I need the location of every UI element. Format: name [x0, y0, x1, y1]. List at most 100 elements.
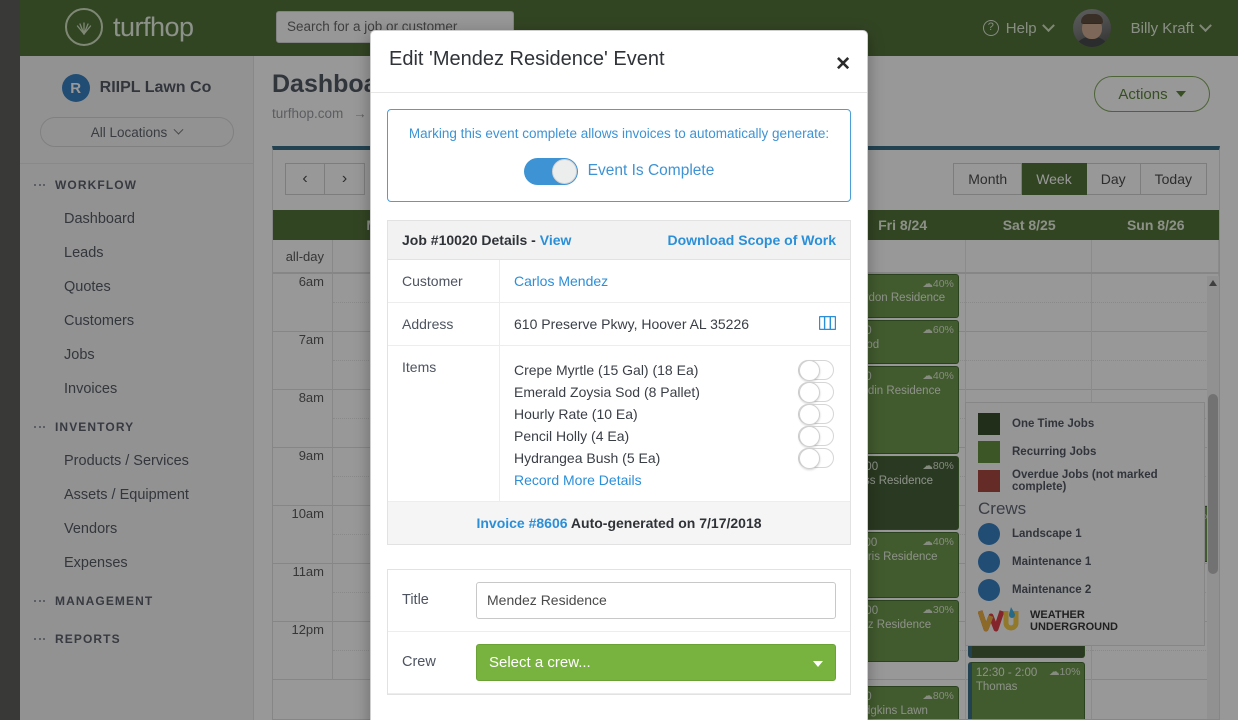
calendar-hour-slot[interactable] [839, 622, 965, 680]
legend-label: Overdue Jobs (not marked complete) [1012, 469, 1158, 493]
item-name: Emerald Zoysia Sod (8 Pallet) [514, 383, 700, 400]
calendar-allday-cell[interactable] [839, 240, 966, 272]
legend-swatch-icon [978, 470, 1000, 492]
crew-field-wrap: Select a crew... [476, 632, 850, 693]
sidebar-item-leads[interactable]: Leads [64, 245, 104, 261]
legend-crews-title: Crews [978, 499, 1027, 518]
job-view-link[interactable]: View [539, 231, 572, 248]
calendar-view-month[interactable]: Month [953, 163, 1023, 195]
nav-group-label: MANAGEMENT [55, 594, 154, 608]
item-complete-toggle[interactable] [798, 425, 834, 447]
sidebar-item-quotes[interactable]: Quotes [64, 279, 111, 295]
legend-item-recurring-jobs: Recurring Jobs [978, 441, 1192, 463]
event-time: 12:30 - 2:00 [975, 667, 1038, 679]
location-filter-dropdown[interactable]: All Locations [39, 117, 234, 147]
calendar-view-today[interactable]: Today [1140, 163, 1207, 195]
calendar-toolbar: ‹ › Month Week Day Today [273, 150, 1219, 210]
item-row: Pencil Holly (4 Ea) [514, 425, 836, 447]
user-menu[interactable]: Billy Kraft [1131, 18, 1212, 37]
sidebar-item-dashboard[interactable]: Dashboard [64, 211, 135, 227]
sidebar-item-vendors[interactable]: Vendors [64, 521, 118, 537]
calendar-allday-cell[interactable] [1092, 240, 1219, 272]
sidebar-item-expenses[interactable]: Expenses [64, 555, 128, 571]
sidebar-item-jobs[interactable]: Jobs [64, 347, 95, 363]
org-block: R RIIPL Lawn Co All Locations [20, 56, 253, 164]
nav-group-workflow-header: WORKFLOW [20, 164, 253, 202]
legend-crew-maintenance-2[interactable]: Maintenance 2 [978, 579, 1192, 601]
calendar-hour-slot[interactable] [1092, 622, 1219, 680]
calendar-time-gutter: 6am 7am 8am 9am 10am 11am 12pm [273, 274, 333, 719]
weather-chance: ☁80% [922, 460, 954, 472]
item-complete-toggle[interactable] [798, 403, 834, 425]
item-complete-toggle[interactable] [798, 381, 834, 403]
calendar-prev-button[interactable]: ‹ [285, 163, 325, 195]
sidebar-item-invoices[interactable]: Invoices [64, 381, 118, 397]
question-mark-icon: ? [982, 20, 999, 36]
calendar-event[interactable]: ☁10% 12:30 - 2:00 Thomas [967, 662, 1086, 719]
calendar-view-week[interactable]: Week [1022, 163, 1087, 195]
calendar-allday-cell[interactable] [966, 240, 1093, 272]
close-icon[interactable]: ✕ [835, 54, 851, 75]
event-title: Hardin Residence [849, 385, 941, 398]
item-complete-toggle[interactable] [798, 359, 834, 381]
item-row: Emerald Zoysia Sod (8 Pallet) [514, 381, 836, 403]
download-scope-of-work-link[interactable]: Download Scope of Work [667, 231, 836, 248]
item-row: Crepe Myrtle (15 Gal) (18 Ea) [514, 359, 836, 381]
event-title: Ross Residence [849, 475, 934, 488]
calendar-gutter-corner [273, 210, 333, 240]
legend-label: Recurring Jobs [1012, 446, 1097, 458]
items-value-cell: Crepe Myrtle (15 Gal) (18 Ea) Emerald Zoy… [500, 346, 850, 501]
sidebar-item-customers[interactable]: Customers [64, 313, 135, 329]
sidebar-item-products-services[interactable]: Products / Services [64, 453, 189, 469]
map-icon[interactable] [818, 315, 837, 333]
invoice-link[interactable]: Invoice #8606 [476, 514, 568, 531]
breadcrumb-root[interactable]: turfhop.com [272, 106, 344, 121]
weather-chance: ☁40% [922, 278, 954, 290]
org-row[interactable]: R RIIPL Lawn Co [20, 74, 253, 102]
brand-logo[interactable]: turfhop [65, 8, 194, 46]
edit-event-modal: Edit 'Mendez Residence' Event ✕ Marking … [370, 30, 868, 720]
form-row-crew: Crew Select a crew... [388, 632, 850, 694]
job-details-heading: Job #10020 Details - View [402, 232, 571, 248]
event-title: Gordon Residence [849, 292, 946, 305]
weather-chance: ☁30% [922, 604, 954, 616]
calendar-view-switcher: Month Week Day Today [953, 163, 1207, 195]
legend-swatch-icon [978, 441, 1000, 463]
toggle-knob [799, 425, 820, 447]
item-row: Hydrangea Bush (5 Ea) [514, 447, 836, 469]
legend-swatch-icon [978, 413, 1000, 435]
address-label: Address [388, 302, 500, 345]
customer-value-cell: Carlos Mendez [500, 260, 850, 302]
legend-crew-label: Maintenance 1 [1012, 556, 1092, 568]
item-name: Pencil Holly (4 Ea) [514, 427, 630, 444]
scroll-up-arrow-icon[interactable] [1209, 280, 1217, 286]
toggle-knob [799, 403, 820, 425]
calendar-nav-buttons: ‹ › [285, 163, 365, 195]
sidebar: R RIIPL Lawn Co All Locations WORKFLOW D… [20, 56, 254, 720]
calendar-next-button[interactable]: › [325, 163, 365, 195]
scrollbar-thumb[interactable] [1208, 394, 1218, 574]
crew-color-dot-icon [978, 523, 1000, 545]
avatar[interactable] [1072, 9, 1111, 47]
crew-select[interactable]: Select a crew... [476, 643, 836, 681]
brand-name: turfhop [113, 11, 194, 42]
weather-chance: ☁40% [922, 370, 954, 382]
customer-link[interactable]: Carlos Mendez [514, 272, 609, 289]
calendar-day-header: Sat 8/25 [1002, 217, 1056, 233]
weather-underground-attribution: WEATHER UNDERGROUND [977, 607, 1192, 637]
title-field-label: Title [402, 592, 429, 609]
calendar-scrollbar[interactable] [1207, 276, 1219, 719]
invoice-row: Invoice #8606 Auto-generated on 7/17/201… [388, 501, 850, 544]
legend-crew-landscape-1[interactable]: Landscape 1 [978, 523, 1192, 545]
title-input[interactable]: Mendez Residence [476, 581, 836, 619]
modal-title: Edit 'Mendez Residence' Event [389, 48, 665, 70]
record-more-details-link[interactable]: Record More Details [514, 471, 642, 488]
legend-crew-maintenance-1[interactable]: Maintenance 1 [978, 551, 1192, 573]
event-complete-toggle[interactable] [523, 157, 578, 185]
item-complete-toggle[interactable] [798, 447, 834, 469]
left-rail [0, 0, 20, 720]
calendar-view-day[interactable]: Day [1086, 163, 1141, 195]
sidebar-item-assets-equipment[interactable]: Assets / Equipment [64, 487, 189, 503]
actions-button[interactable]: Actions [1094, 76, 1210, 112]
help-menu[interactable]: ? Help [982, 18, 1055, 37]
